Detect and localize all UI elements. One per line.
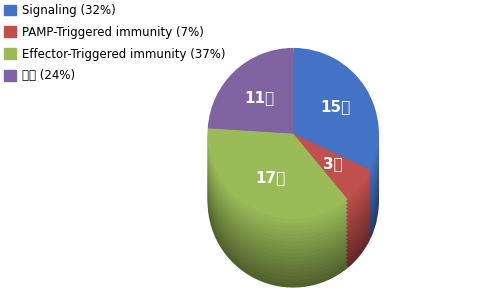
Wedge shape: [293, 94, 379, 216]
Wedge shape: [208, 174, 348, 265]
Wedge shape: [208, 97, 293, 183]
Wedge shape: [293, 56, 379, 178]
Wedge shape: [208, 189, 348, 280]
Wedge shape: [208, 147, 348, 238]
Wedge shape: [293, 137, 371, 203]
Wedge shape: [293, 160, 371, 226]
Wedge shape: [208, 105, 293, 191]
Wedge shape: [208, 101, 293, 187]
Wedge shape: [293, 67, 379, 189]
Wedge shape: [208, 78, 293, 164]
Wedge shape: [208, 109, 293, 194]
Wedge shape: [208, 48, 293, 134]
Legend: Signaling (32%), PAMP-Triggered immunity (7%), Effector-Triggered immunity (37%): Signaling (32%), PAMP-Triggered immunity…: [1, 1, 227, 85]
Wedge shape: [208, 75, 293, 160]
Wedge shape: [293, 141, 371, 207]
Text: 3편: 3편: [322, 156, 342, 171]
Wedge shape: [208, 140, 348, 230]
Text: 17편: 17편: [256, 170, 286, 185]
Wedge shape: [293, 78, 379, 200]
Wedge shape: [293, 59, 379, 181]
Wedge shape: [293, 71, 379, 193]
Wedge shape: [208, 63, 293, 149]
Wedge shape: [293, 82, 379, 204]
Wedge shape: [208, 136, 348, 227]
Wedge shape: [208, 155, 348, 246]
Wedge shape: [293, 101, 379, 223]
Wedge shape: [208, 71, 293, 156]
Wedge shape: [208, 116, 293, 202]
Wedge shape: [293, 194, 371, 260]
Wedge shape: [208, 56, 293, 141]
Wedge shape: [293, 198, 371, 264]
Wedge shape: [293, 175, 371, 241]
Wedge shape: [208, 94, 293, 179]
Wedge shape: [208, 197, 348, 288]
Wedge shape: [293, 63, 379, 185]
Wedge shape: [208, 151, 348, 242]
Wedge shape: [293, 187, 371, 253]
Wedge shape: [293, 149, 371, 215]
Text: 11편: 11편: [244, 90, 274, 105]
Wedge shape: [293, 179, 371, 245]
Wedge shape: [293, 191, 371, 257]
Wedge shape: [208, 128, 348, 219]
Wedge shape: [293, 168, 371, 234]
Wedge shape: [293, 86, 379, 208]
Wedge shape: [208, 67, 293, 153]
Wedge shape: [208, 170, 348, 261]
Wedge shape: [208, 59, 293, 145]
Wedge shape: [293, 202, 371, 268]
Text: 15편: 15편: [320, 99, 350, 114]
Wedge shape: [293, 90, 379, 212]
Wedge shape: [208, 143, 348, 234]
Wedge shape: [293, 48, 379, 170]
Wedge shape: [208, 52, 293, 137]
Wedge shape: [208, 181, 348, 272]
Wedge shape: [293, 164, 371, 230]
Wedge shape: [208, 90, 293, 175]
Wedge shape: [293, 113, 379, 235]
Wedge shape: [208, 185, 348, 276]
Wedge shape: [293, 153, 371, 219]
Wedge shape: [293, 183, 371, 249]
Wedge shape: [293, 75, 379, 197]
Wedge shape: [208, 166, 348, 257]
Wedge shape: [293, 145, 371, 211]
Wedge shape: [293, 134, 371, 200]
Wedge shape: [293, 156, 371, 222]
Wedge shape: [208, 86, 293, 172]
Wedge shape: [293, 105, 379, 227]
Wedge shape: [293, 52, 379, 174]
Wedge shape: [208, 132, 348, 223]
Wedge shape: [208, 159, 348, 249]
Wedge shape: [293, 172, 371, 238]
Wedge shape: [293, 109, 379, 231]
Wedge shape: [208, 178, 348, 269]
Wedge shape: [293, 116, 379, 238]
Wedge shape: [293, 97, 379, 219]
Wedge shape: [208, 113, 293, 198]
Wedge shape: [208, 193, 348, 284]
Wedge shape: [208, 82, 293, 168]
Wedge shape: [208, 162, 348, 253]
